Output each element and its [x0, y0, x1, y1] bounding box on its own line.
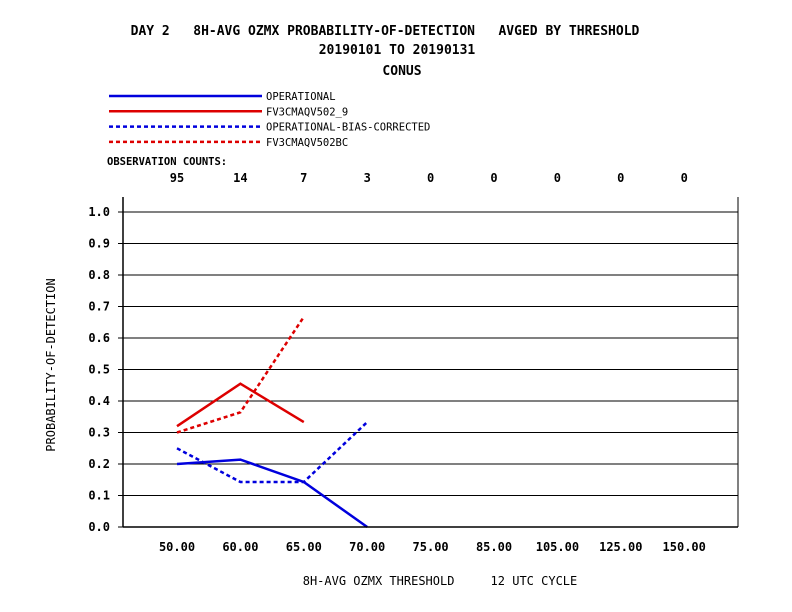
x-tick-label: 65.00	[286, 540, 322, 554]
y-tick-label: 1.0	[88, 205, 110, 219]
x-tick-label: 150.00	[663, 540, 706, 554]
y-tick-label: 0.0	[88, 520, 110, 534]
series-line	[176, 382, 305, 428]
observation-count: 3	[364, 171, 371, 185]
observation-count: 0	[427, 171, 434, 185]
x-tick-label: 85.00	[476, 540, 512, 554]
x-tick-label: 60.00	[222, 540, 258, 554]
x-tick-label: 125.00	[599, 540, 642, 554]
y-tick-labels: 0.0 0.1 0.2 0.3 0.4 0.5 0.6 0.7 0.8 0.9 1.0	[88, 205, 110, 534]
chart-title: DAY 2 8H-AVG OZMX PROBABILITY-OF-DETECTI…	[131, 24, 640, 39]
y-tick-label: 0.5	[88, 363, 110, 377]
gridlines	[118, 211, 738, 528]
observation-counts-label: OBSERVATION COUNTS:	[107, 156, 227, 168]
observation-count: 95	[170, 171, 184, 185]
y-tick-label: 0.3	[88, 426, 110, 440]
x-tick-label: 105.00	[536, 540, 579, 554]
series-line	[176, 458, 368, 529]
y-tick-label: 0.2	[88, 457, 110, 471]
legend: OPERATIONAL FV3CMAQV502_9 OPERATIONAL-BIAS…	[109, 91, 430, 149]
legend-label: FV3CMAQV502BC	[266, 137, 348, 149]
legend-label: FV3CMAQV502_9	[266, 106, 348, 118]
y-tick-label: 0.1	[88, 489, 110, 503]
x-tick-label: 50.00	[159, 540, 195, 554]
x-tick-labels: 50.00 60.00 65.00 70.00 75.00 85.00 105.00 125.…	[159, 540, 706, 554]
x-tick-label: 75.00	[413, 540, 449, 554]
observation-count: 0	[490, 171, 497, 185]
y-tick-label: 0.7	[88, 300, 110, 314]
x-axis-label: 8H-AVG OZMX THRESHOLD 12 UTC CYCLE	[303, 574, 578, 588]
chart-region: CONUS	[382, 64, 421, 79]
y-axis-label: PROBABILITY-OF-DETECTION	[44, 278, 58, 451]
series-lines	[176, 316, 369, 529]
y-tick-label: 0.4	[88, 394, 110, 408]
series-line	[176, 316, 305, 434]
observation-count: 0	[681, 171, 688, 185]
observation-counts: 95 14 7 3 0 0 0 0 0	[170, 171, 688, 185]
y-tick-label: 0.6	[88, 331, 110, 345]
legend-label: OPERATIONAL-BIAS-CORRECTED	[266, 122, 430, 134]
chart-subtitle: 20190101 TO 20190131	[319, 43, 476, 58]
y-tick-label: 0.9	[88, 237, 110, 251]
observation-count: 0	[554, 171, 561, 185]
series-line	[176, 421, 369, 484]
observation-count: 14	[233, 171, 247, 185]
legend-label: OPERATIONAL	[266, 91, 336, 103]
y-tick-label: 0.8	[88, 268, 110, 282]
axes	[122, 197, 739, 528]
observation-count: 7	[300, 171, 307, 185]
x-tick-label: 70.00	[349, 540, 385, 554]
observation-count: 0	[617, 171, 624, 185]
